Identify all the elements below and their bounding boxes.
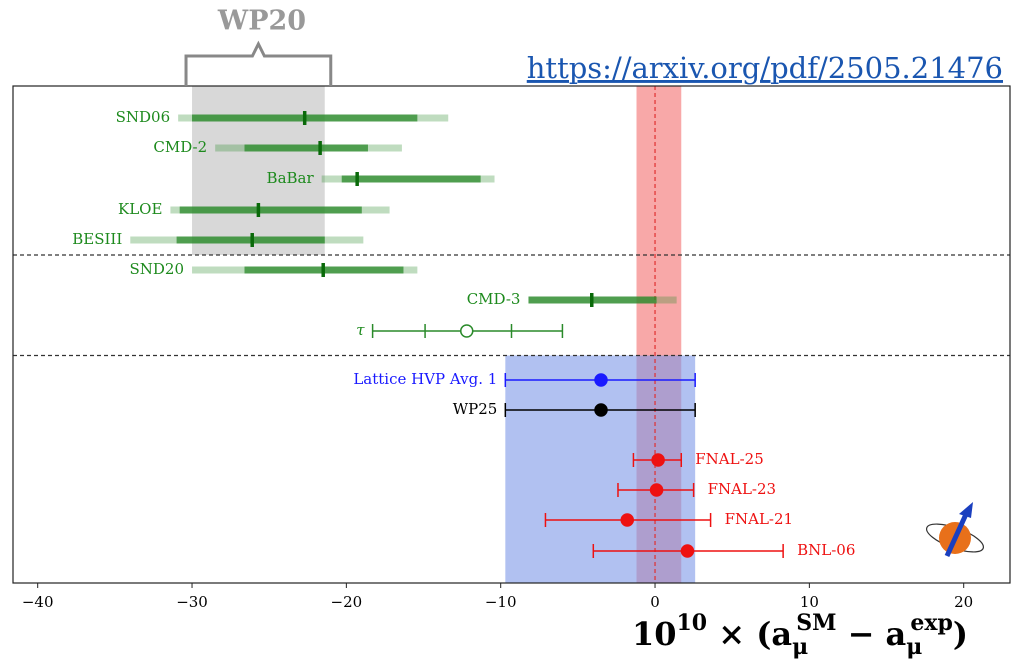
row: FNAL-21 xyxy=(544,510,793,528)
x-axis-label-part: 10 xyxy=(677,610,708,636)
band xyxy=(505,355,696,583)
x-axis-label-part: − a xyxy=(836,615,906,653)
row: FNAL-25 xyxy=(632,450,764,468)
row-label: FNAL-25 xyxy=(695,450,763,468)
x-tick-label: 0 xyxy=(650,593,660,611)
x-tick-label: −40 xyxy=(22,593,54,611)
x-tick-label: −30 xyxy=(176,593,208,611)
band-bracket xyxy=(184,40,333,86)
spin-icon xyxy=(926,502,984,558)
row: KLOE xyxy=(118,200,390,218)
center-marker xyxy=(649,483,664,497)
x-axis-label-part: exp xyxy=(910,610,953,636)
band xyxy=(192,86,325,255)
row-label: SND06 xyxy=(116,108,171,126)
row: WP25 xyxy=(453,400,696,418)
row: SND20 xyxy=(130,260,418,278)
row-label: SND20 xyxy=(130,260,185,278)
row: τ xyxy=(356,321,564,339)
center-marker xyxy=(651,453,665,467)
x-tick-label: −20 xyxy=(331,593,363,611)
band-annotation: WP20 xyxy=(217,6,306,37)
plot-area: SND06 CMD-2 BaBar KLOE BESIII SND20 CMD-3 τ Latt… xyxy=(12,85,1011,611)
x-tick-label: 10 xyxy=(800,593,819,611)
row-label: BaBar xyxy=(267,169,315,187)
row: BESIII xyxy=(72,230,364,248)
row-label: FNAL-23 xyxy=(708,480,776,498)
x-axis-label-part: μ xyxy=(906,634,922,660)
x-axis-label-part: × (a xyxy=(707,615,792,653)
center-marker xyxy=(594,373,608,387)
x-axis-label-part: μ xyxy=(792,634,808,660)
x-axis-label-part: 10 xyxy=(632,615,677,653)
row: CMD-2 xyxy=(153,138,402,156)
row-label: KLOE xyxy=(118,200,162,218)
row: SND06 xyxy=(116,108,449,126)
row: BNL-06 xyxy=(592,541,855,559)
row-label: BESIII xyxy=(72,230,122,248)
row-label: BNL-06 xyxy=(797,541,855,559)
row-label: Lattice HVP Avg. 1 xyxy=(353,370,497,388)
center-marker xyxy=(594,403,608,417)
x-axis-label-part: SM xyxy=(796,610,836,636)
x-axis-label: 1010 × (aμSM − aμexp) xyxy=(632,610,968,660)
row: FNAL-23 xyxy=(617,480,776,498)
plot-frame xyxy=(12,85,1011,584)
center-marker xyxy=(459,324,474,338)
source-link[interactable]: https://arxiv.org/pdf/2505.21476 xyxy=(527,51,1003,85)
row-label: CMD-3 xyxy=(467,290,521,308)
row-label: WP25 xyxy=(453,400,498,418)
x-axis-label-part: ) xyxy=(953,615,968,653)
row-label: FNAL-21 xyxy=(725,510,793,528)
center-marker xyxy=(680,544,695,558)
center-marker xyxy=(620,513,635,527)
row: Lattice HVP Avg. 1 xyxy=(353,370,696,388)
x-tick-label: −10 xyxy=(485,593,517,611)
row: CMD-3 xyxy=(467,290,677,308)
row-label: τ xyxy=(356,321,365,339)
x-tick-label: 20 xyxy=(954,593,973,611)
row: BaBar xyxy=(267,169,495,187)
row-label: CMD-2 xyxy=(153,138,207,156)
